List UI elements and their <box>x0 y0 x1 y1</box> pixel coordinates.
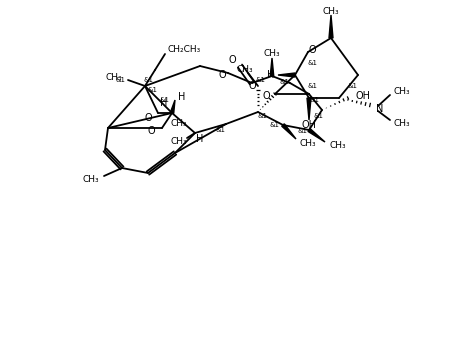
Polygon shape <box>307 98 311 120</box>
Text: &1: &1 <box>308 60 318 66</box>
Text: &1: &1 <box>147 87 157 93</box>
Text: O: O <box>308 45 316 55</box>
Text: &1: &1 <box>215 127 225 133</box>
Text: CH₃: CH₃ <box>237 65 253 73</box>
Text: O: O <box>262 91 270 101</box>
Text: &1: &1 <box>115 77 125 83</box>
Text: O: O <box>148 126 155 136</box>
Text: &1: &1 <box>255 77 265 83</box>
Text: &1: &1 <box>270 122 280 128</box>
Text: &1: &1 <box>297 128 307 134</box>
Text: CH₂CH₃: CH₂CH₃ <box>168 46 201 54</box>
Text: &1: &1 <box>313 113 323 119</box>
Polygon shape <box>308 128 325 142</box>
Polygon shape <box>329 15 333 38</box>
Text: CH₃: CH₃ <box>393 88 410 97</box>
Text: &1: &1 <box>279 79 289 85</box>
Polygon shape <box>270 58 274 76</box>
Polygon shape <box>278 73 295 77</box>
Text: CH₃: CH₃ <box>393 119 410 127</box>
Text: CH₃: CH₃ <box>300 139 317 147</box>
Text: H: H <box>196 134 204 144</box>
Text: OH: OH <box>301 120 317 130</box>
Text: O: O <box>228 55 236 65</box>
Text: &1: &1 <box>160 97 170 103</box>
Text: &1: &1 <box>143 77 153 83</box>
Polygon shape <box>282 124 296 139</box>
Text: N: N <box>376 104 383 114</box>
Text: &1: &1 <box>347 83 357 89</box>
Text: CH₃: CH₃ <box>330 142 347 150</box>
Text: O: O <box>144 113 152 123</box>
Text: O: O <box>218 70 226 80</box>
Text: &1: &1 <box>310 97 320 103</box>
Text: OH: OH <box>355 91 370 101</box>
Text: CH₃: CH₃ <box>82 174 99 184</box>
Text: H: H <box>267 70 274 80</box>
Polygon shape <box>170 100 175 113</box>
Text: H: H <box>159 98 167 108</box>
Text: &1: &1 <box>258 113 268 119</box>
Text: CH₃: CH₃ <box>170 119 187 127</box>
Text: CH₃: CH₃ <box>264 49 280 58</box>
Text: CH₃: CH₃ <box>105 73 122 82</box>
Text: CH₃: CH₃ <box>323 6 339 16</box>
Text: &1: &1 <box>308 83 318 89</box>
Text: H: H <box>178 92 185 102</box>
Text: CH₃: CH₃ <box>170 137 187 145</box>
Text: O: O <box>248 81 256 91</box>
